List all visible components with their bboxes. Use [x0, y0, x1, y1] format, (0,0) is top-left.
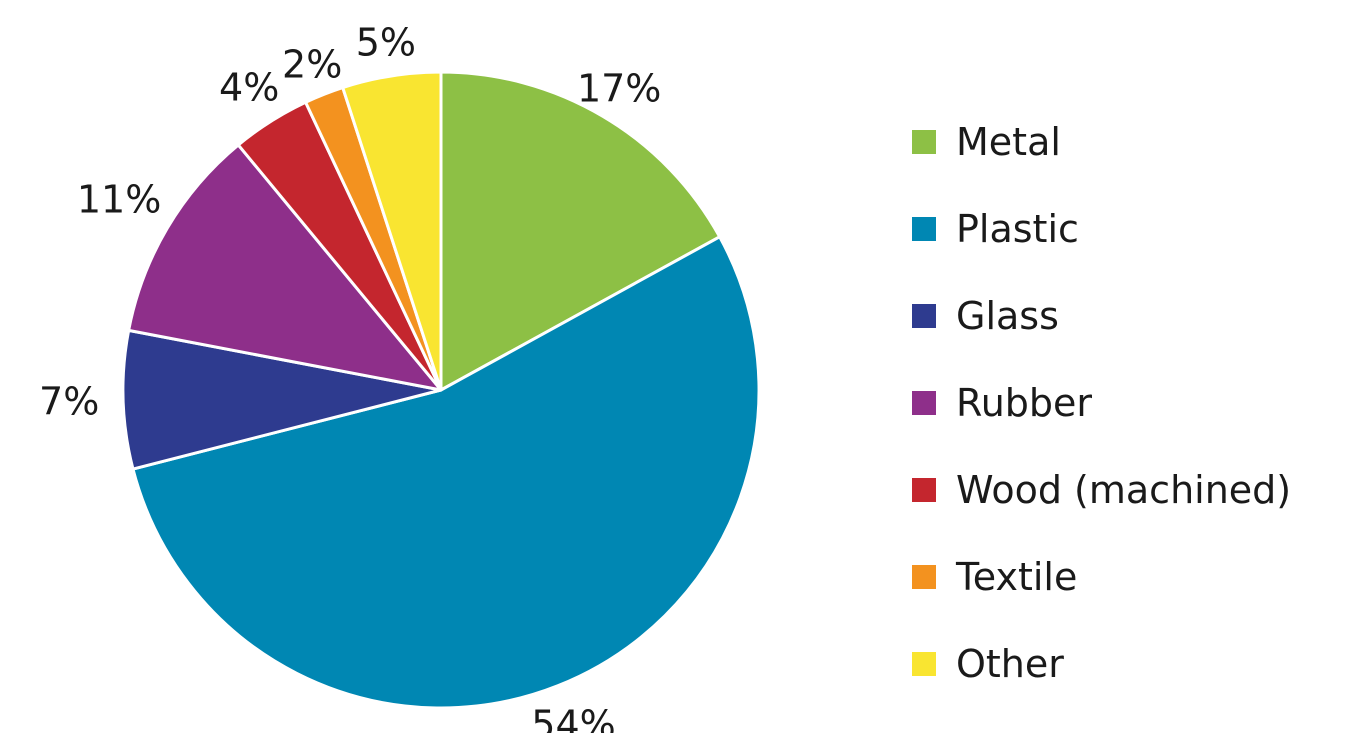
- legend-label: Metal: [956, 119, 1061, 164]
- legend-item-other: Other: [912, 620, 1291, 707]
- pie-label-textile: 2%: [282, 43, 342, 87]
- pie-slice-glass: [121, 328, 443, 471]
- legend-item-plastic: Plastic: [912, 185, 1291, 272]
- legend-swatch: [912, 564, 936, 589]
- legend-label: Glass: [956, 293, 1059, 338]
- pie-label-other: 5%: [356, 20, 416, 64]
- legend-label: Textile: [956, 554, 1078, 599]
- legend-label: Rubber: [956, 380, 1093, 425]
- pie-label-plastic: 54%: [531, 703, 615, 733]
- legend-swatch: [912, 390, 936, 415]
- pie-slices: [121, 70, 761, 710]
- pie-slice-rubber: [127, 143, 443, 392]
- legend-item-rubber: Rubber: [912, 359, 1291, 446]
- legend-swatch: [912, 303, 936, 328]
- pie-slice-metal: [439, 70, 722, 392]
- chart-legend: Metal Plastic Glass Rubber Wood (machined) Te…: [912, 98, 1291, 707]
- pie-slice-plastic: [131, 235, 761, 710]
- legend-label: Wood (machined): [956, 467, 1292, 512]
- legend-swatch: [912, 651, 936, 676]
- legend-item-wood-machined: Wood (machined): [912, 446, 1291, 533]
- pie-label-glass: 7%: [39, 380, 99, 424]
- legend-swatch: [912, 216, 936, 241]
- legend-label: Other: [956, 641, 1064, 686]
- pie-label-metal: 17%: [577, 67, 661, 111]
- pie-chart: 17% 54% 7% 11% 4%2% 5%: [39, 20, 761, 733]
- legend-swatch: [912, 129, 936, 154]
- legend-item-textile: Textile: [912, 533, 1291, 620]
- legend-item-metal: Metal: [912, 98, 1291, 185]
- pie-labels: 17% 54% 7% 11% 4%2% 5%: [39, 20, 661, 733]
- legend-item-glass: Glass: [912, 272, 1291, 359]
- legend-swatch: [912, 477, 936, 502]
- pie-label-wood-machined: 4%: [219, 66, 279, 110]
- pie-slice-other: [341, 70, 443, 392]
- pie-label-rubber: 11%: [77, 178, 161, 222]
- legend-label: Plastic: [956, 206, 1079, 251]
